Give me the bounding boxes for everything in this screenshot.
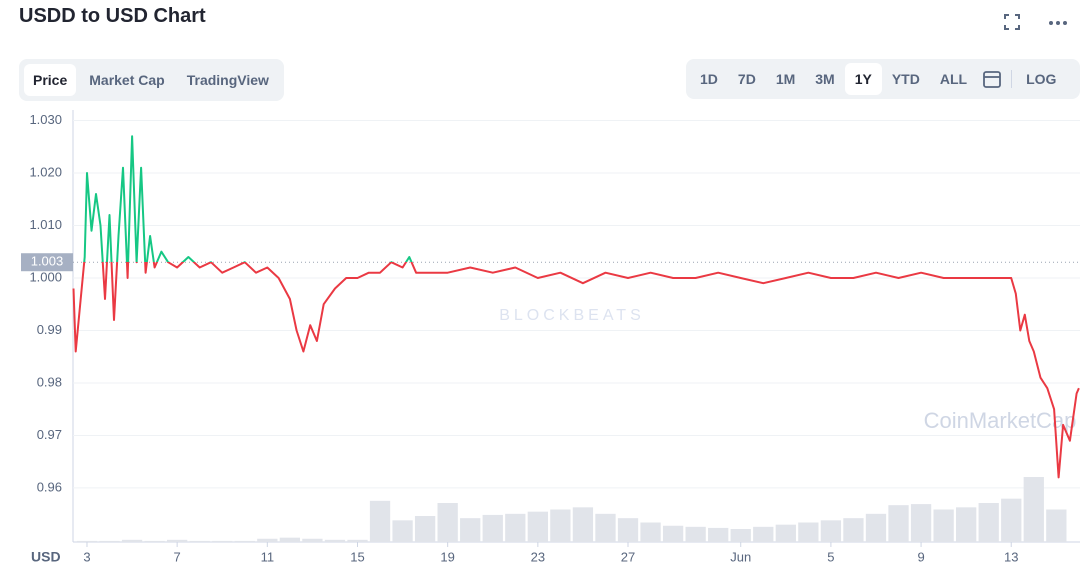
range-button[interactable]: 1Y — [844, 63, 882, 95]
volume-bar — [1001, 498, 1022, 542]
y-tick-label: 1.020 — [29, 164, 62, 179]
volume-bar — [392, 520, 413, 542]
volume-bar — [121, 539, 143, 542]
volume-bar — [708, 527, 729, 542]
x-tick-label: 3 — [83, 549, 90, 564]
fullscreen-icon[interactable] — [1002, 12, 1022, 32]
volume-bar — [279, 537, 301, 542]
range-button[interactable]: YTD — [891, 71, 920, 87]
reference-label: 1.003 — [31, 254, 64, 269]
y-tick-label: 1.030 — [29, 112, 62, 127]
volume-bar — [1023, 477, 1044, 542]
y-tick-label: 0.97 — [37, 427, 62, 442]
volume-bar — [978, 503, 999, 542]
y-tick-label: 0.99 — [37, 322, 62, 337]
y-tick-label: 0.96 — [37, 479, 62, 494]
volume-bar — [257, 538, 278, 542]
volume-bar — [617, 518, 639, 542]
range-button[interactable]: ALL — [939, 71, 968, 87]
x-tick-label: 7 — [174, 549, 181, 564]
x-tick-label: Jun — [730, 549, 751, 564]
range-selector: 1D 7D 1M 3M 1Y YTD ALL LOG — [686, 59, 1080, 99]
volume-bar — [212, 540, 233, 542]
volume-bar — [956, 507, 977, 542]
x-tick-label: 19 — [440, 549, 454, 564]
volume-bar — [482, 514, 503, 542]
volume-bar — [550, 509, 571, 542]
x-tick-label: 23 — [531, 549, 545, 564]
axis-label: USD — [31, 549, 61, 565]
volume-bar — [302, 538, 323, 542]
volume-bar — [99, 540, 120, 542]
volume-bar — [820, 520, 842, 542]
volume-bar — [76, 540, 98, 542]
volume-bar — [798, 522, 819, 542]
volume-bar — [347, 539, 368, 542]
volume-bar — [505, 513, 526, 542]
log-button[interactable]: LOG — [1026, 71, 1057, 87]
range-button[interactable]: 1M — [775, 71, 796, 87]
x-tick-label: 11 — [261, 549, 275, 564]
x-tick-label: 15 — [350, 549, 364, 564]
x-tick-label: 27 — [621, 549, 635, 564]
volume-bar — [933, 509, 954, 542]
x-tick-label: 13 — [1004, 549, 1018, 564]
volume-bar — [460, 518, 481, 542]
volume-bar — [1046, 509, 1067, 542]
volume-bar — [910, 504, 932, 542]
range-button[interactable]: 3M — [815, 71, 835, 87]
volume-bar — [144, 540, 165, 542]
volume-bar — [730, 529, 751, 542]
volume-bar — [572, 507, 594, 542]
volume-bar — [189, 540, 210, 542]
y-tick-label: 1.010 — [29, 217, 62, 232]
price-line — [72, 135, 1080, 479]
range-button[interactable]: 1D — [700, 71, 718, 87]
x-tick-label: 9 — [917, 549, 924, 564]
volume-bar — [414, 516, 436, 542]
reference-label-bg — [21, 253, 73, 272]
x-tick-label: 5 — [827, 549, 834, 564]
tab[interactable]: TradingView — [186, 72, 269, 88]
tab[interactable]: Market Cap — [89, 72, 165, 88]
calendar-icon[interactable] — [977, 69, 1007, 89]
volume-bar — [888, 505, 909, 542]
volume-bar — [369, 500, 391, 542]
volume-bar — [640, 522, 661, 542]
more-icon[interactable] — [1048, 12, 1068, 32]
volume-bar — [685, 526, 706, 542]
volume-bar — [753, 526, 774, 542]
watermark: CoinMarketCap — [924, 408, 1077, 433]
volume-bar — [437, 503, 458, 542]
volume-bar — [324, 539, 346, 542]
range-button[interactable]: 7D — [737, 71, 756, 87]
y-tick-label: 0.98 — [37, 374, 62, 389]
tab[interactable]: Price — [24, 64, 77, 96]
y-tick-label: 1.000 — [29, 269, 62, 284]
title: USDD to USD Chart — [19, 5, 206, 27]
volume-bar — [167, 539, 188, 542]
volume-bar — [775, 524, 796, 542]
toolbar-icons — [1002, 12, 1068, 32]
volume-bar — [662, 525, 684, 542]
volume-bar — [595, 513, 616, 542]
watermark: BLOCKBEATS — [499, 307, 645, 324]
volume-bar — [843, 518, 864, 542]
volume-bar — [865, 513, 887, 542]
volume-bar — [234, 540, 255, 542]
chart-tabs: Price Market Cap TradingView — [19, 59, 284, 101]
volume-bar — [527, 511, 548, 542]
separator — [1011, 70, 1013, 88]
